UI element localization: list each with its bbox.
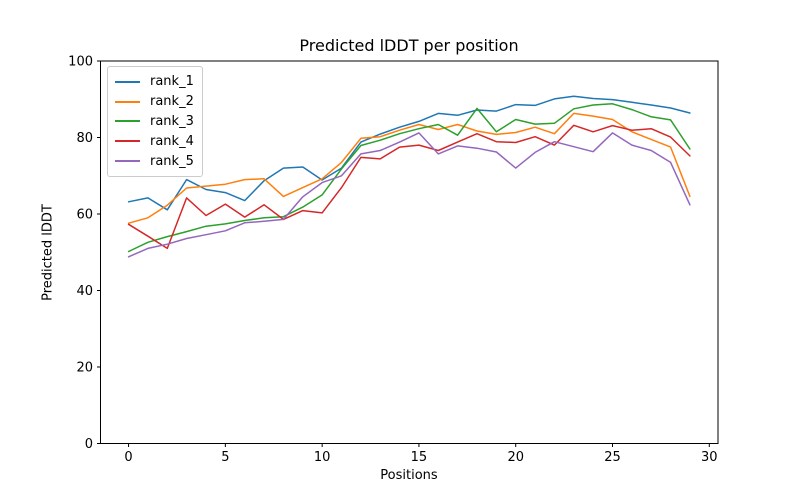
series-line-rank_3 — [127, 103, 691, 253]
y-axis-label: Predicted lDDT — [40, 204, 56, 301]
legend-item-rank_4: rank_4 — [115, 131, 194, 151]
x-tick-label: 10 — [314, 450, 331, 465]
legend-line-sample — [115, 100, 140, 103]
legend-line-sample — [115, 160, 140, 163]
legend-item-rank_5: rank_5 — [115, 151, 194, 171]
y-tick-label: 100 — [68, 55, 93, 70]
series-line-rank_2 — [127, 112, 691, 224]
series-line-rank_5 — [127, 132, 691, 258]
legend-item-rank_3: rank_3 — [115, 112, 194, 132]
legend-item-rank_1: rank_1 — [115, 72, 194, 92]
x-tick-label: 30 — [701, 450, 718, 465]
y-tick-label: 20 — [76, 361, 93, 376]
legend-line-sample — [115, 80, 140, 83]
y-tick-label: 80 — [76, 131, 93, 146]
legend-item-rank_2: rank_2 — [115, 92, 194, 112]
legend-label: rank_5 — [150, 153, 194, 169]
legend-label: rank_4 — [150, 133, 194, 149]
x-tick-label: 5 — [221, 450, 229, 465]
y-tick-label: 0 — [85, 437, 93, 452]
x-tick-label: 15 — [411, 450, 428, 465]
x-tick-label: 0 — [124, 450, 132, 465]
chart-title: Predicted lDDT per position — [299, 36, 519, 55]
x-tick-label: 20 — [507, 450, 524, 465]
legend-label: rank_3 — [150, 113, 194, 129]
legend-label: rank_1 — [150, 74, 194, 90]
x-tick-label: 25 — [604, 450, 621, 465]
y-tick-label: 60 — [76, 208, 93, 223]
series-line-rank_1 — [127, 95, 691, 211]
y-tick-label: 40 — [76, 284, 93, 299]
x-axis-label: Positions — [380, 468, 438, 483]
legend-line-sample — [115, 140, 140, 143]
series-line-rank_4 — [127, 124, 691, 250]
legend: rank_1 rank_2 rank_3 rank_4 rank_5 — [107, 66, 203, 177]
axes-spines — [100, 60, 719, 444]
legend-line-sample — [115, 120, 140, 123]
legend-label: rank_2 — [150, 94, 194, 110]
